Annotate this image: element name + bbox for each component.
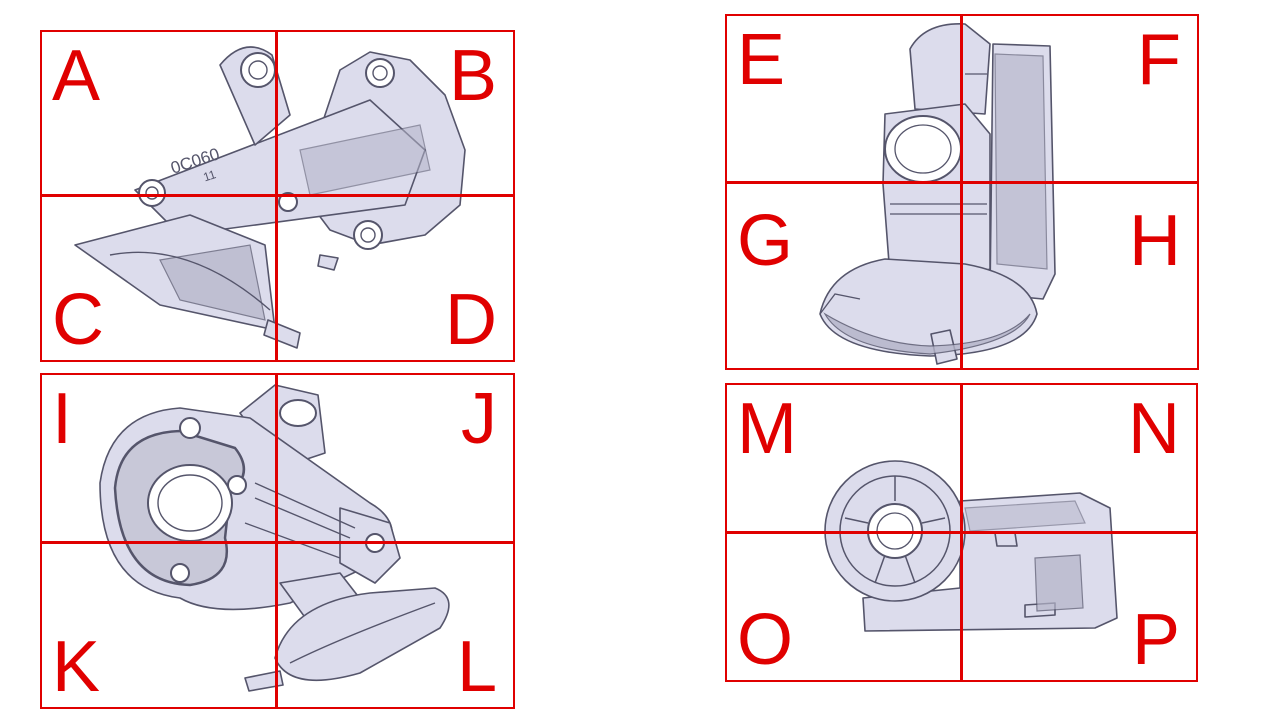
- cell-label-l: L: [456, 627, 497, 707]
- grid-cell-f: F: [960, 14, 1199, 184]
- grid-cell-b: B: [275, 30, 515, 197]
- grid-cell-k: K: [40, 541, 278, 709]
- casting-view-bottom-left-image: [99, 384, 450, 692]
- grid-cell-o: O: [725, 531, 963, 682]
- cell-label-n: N: [1128, 389, 1180, 469]
- grid-cell-a: A: [40, 30, 278, 197]
- grid-cell-p: P: [960, 531, 1198, 682]
- cell-label-d: D: [445, 280, 497, 360]
- cell-label-o: O: [737, 600, 794, 680]
- cell-label-j: J: [461, 379, 497, 459]
- cell-label-e: E: [737, 20, 786, 100]
- grid-cell-h: H: [960, 181, 1199, 370]
- grid-cell-n: N: [960, 383, 1198, 534]
- cell-label-m: M: [737, 389, 797, 469]
- cell-label-k: K: [52, 627, 101, 707]
- cell-label-f: F: [1137, 20, 1181, 100]
- cell-label-h: H: [1129, 201, 1181, 281]
- cell-label-a: A: [52, 36, 101, 116]
- casting-view-top-right-image: [819, 23, 1056, 365]
- grid-cell-j: J: [275, 373, 515, 544]
- part-marking-number: 11: [201, 167, 217, 184]
- grid-cell-m: M: [725, 383, 963, 534]
- grid-cell-l: L: [275, 541, 515, 709]
- grid-cell-d: D: [275, 194, 515, 362]
- cell-label-c: C: [52, 280, 104, 360]
- panel-top-right: E F G H: [725, 14, 1199, 370]
- cell-label-b: B: [448, 36, 497, 116]
- grid-cell-e: E: [725, 14, 963, 184]
- cell-label-g: G: [737, 201, 794, 281]
- grid-cell-c: C: [40, 194, 278, 362]
- panel-bottom-left: I J K L: [40, 373, 515, 709]
- grid-cell-i: I: [40, 373, 278, 544]
- cell-label-i: I: [52, 379, 73, 459]
- panel-bottom-right: M N O P: [725, 383, 1198, 682]
- panel-top-left: 0C060 11 A B C D: [40, 30, 515, 362]
- grid-cell-g: G: [725, 181, 963, 370]
- cell-label-p: P: [1132, 600, 1181, 680]
